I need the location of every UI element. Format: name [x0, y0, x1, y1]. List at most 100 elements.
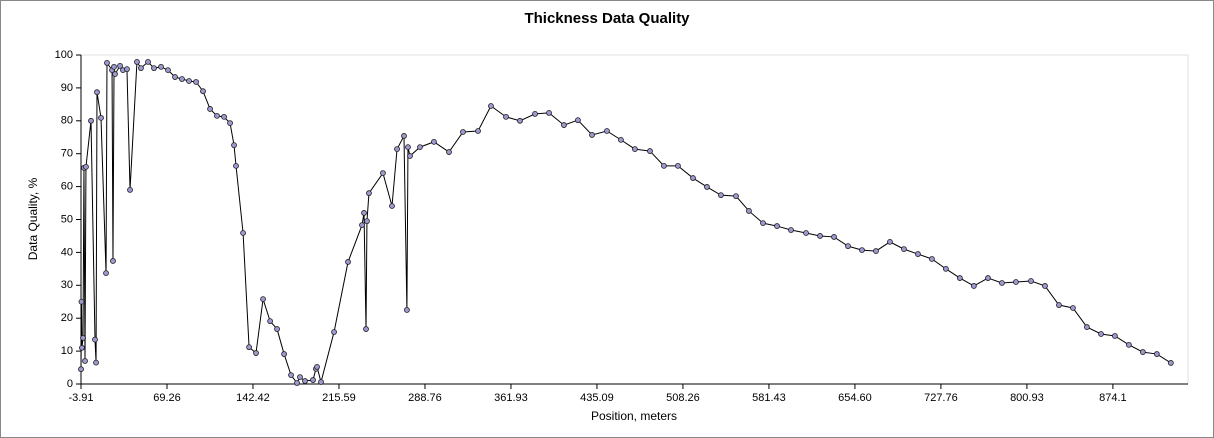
- data-point: [405, 144, 411, 151]
- data-point: [158, 63, 164, 70]
- data-point: [647, 148, 653, 154]
- data-point: [1167, 360, 1174, 366]
- data-point: [221, 113, 227, 120]
- data-point: [193, 79, 199, 85]
- data-point: [92, 336, 98, 343]
- data-point: [88, 117, 94, 124]
- data-point: [227, 120, 233, 127]
- data-point: [104, 59, 110, 66]
- x-tick-label: 874.1: [1099, 392, 1127, 404]
- data-point: [361, 210, 367, 216]
- data-point: [561, 122, 567, 128]
- data-point: [359, 222, 365, 228]
- data-point: [704, 184, 710, 190]
- data-point: [942, 265, 949, 272]
- data-point: [1042, 283, 1048, 289]
- data-point: [78, 366, 84, 373]
- data-point: [80, 335, 86, 341]
- data-point: [831, 234, 837, 240]
- x-tick-label: 142.42: [236, 392, 270, 404]
- data-point: [1056, 302, 1062, 308]
- data-point: [127, 186, 133, 193]
- data-point: [331, 329, 337, 335]
- data-point: [302, 378, 308, 384]
- data-point: [1111, 333, 1118, 339]
- data-point: [817, 233, 823, 239]
- y-tick-label: 50: [61, 213, 73, 225]
- data-point: [901, 246, 907, 253]
- data-point: [503, 113, 509, 120]
- data-point: [407, 153, 413, 159]
- data-point: [488, 103, 494, 109]
- x-tick-label: 361.93: [494, 392, 528, 404]
- data-point: [632, 146, 638, 152]
- x-axis-label: Position, meters: [591, 409, 677, 423]
- x-tick-label: 508.26: [666, 392, 700, 404]
- data-point: [288, 372, 294, 379]
- data-point: [366, 190, 372, 197]
- data-point: [134, 59, 140, 65]
- data-point: [1139, 349, 1146, 355]
- data-point: [93, 359, 99, 366]
- data-point: [774, 223, 780, 229]
- data-point: [1028, 278, 1034, 284]
- data-point: [98, 114, 104, 121]
- data-point: [103, 270, 109, 277]
- data-point: [675, 162, 681, 169]
- data-point: [873, 248, 879, 254]
- y-tick-label: 40: [61, 246, 73, 258]
- data-point: [78, 298, 85, 305]
- data-point: [604, 128, 610, 134]
- data-point: [788, 227, 794, 233]
- data-point: [956, 275, 963, 281]
- y-axis-label: Data Quality, %: [26, 177, 40, 260]
- data-point: [431, 138, 437, 145]
- data-point: [172, 74, 178, 80]
- y-tick-label: 100: [55, 49, 73, 61]
- data-point: [887, 238, 893, 245]
- x-tick-label: -3.91: [68, 392, 93, 404]
- data-point: [294, 380, 300, 386]
- x-tick-label: 727.76: [924, 392, 958, 404]
- data-point: [246, 344, 252, 351]
- y-tick-label: 80: [61, 115, 73, 127]
- data-point: [1084, 324, 1090, 330]
- data-point: [1013, 279, 1019, 285]
- data-point: [207, 106, 213, 112]
- data-point: [401, 133, 407, 139]
- data-point: [83, 163, 89, 170]
- data-point: [240, 230, 246, 236]
- data-point: [746, 208, 752, 214]
- data-point: [297, 374, 303, 380]
- data-point: [145, 59, 151, 65]
- data-point: [985, 275, 991, 281]
- data-point: [929, 256, 935, 262]
- data-point: [117, 62, 123, 69]
- data-point: [138, 65, 144, 72]
- data-point: [404, 307, 410, 313]
- data-point: [110, 258, 116, 264]
- data-point: [124, 66, 130, 73]
- x-tick-label: 288.76: [408, 392, 442, 404]
- data-point: [532, 110, 538, 117]
- data-point: [253, 350, 259, 356]
- data-point: [999, 280, 1005, 286]
- data-point: [460, 129, 466, 135]
- data-point: [364, 218, 370, 225]
- data-point: [517, 117, 523, 124]
- data-point: [151, 65, 157, 72]
- data-point: [94, 89, 100, 96]
- y-tick-label: 10: [61, 345, 73, 357]
- data-point: [165, 67, 171, 74]
- data-point: [733, 193, 739, 200]
- data-point: [575, 117, 581, 124]
- data-point: [214, 112, 220, 119]
- data-point: [363, 326, 369, 332]
- data-point: [274, 326, 280, 332]
- x-tick-label: 435.09: [580, 392, 614, 404]
- x-tick-label: 581.43: [752, 392, 786, 404]
- data-point: [803, 230, 809, 236]
- data-point: [260, 296, 266, 303]
